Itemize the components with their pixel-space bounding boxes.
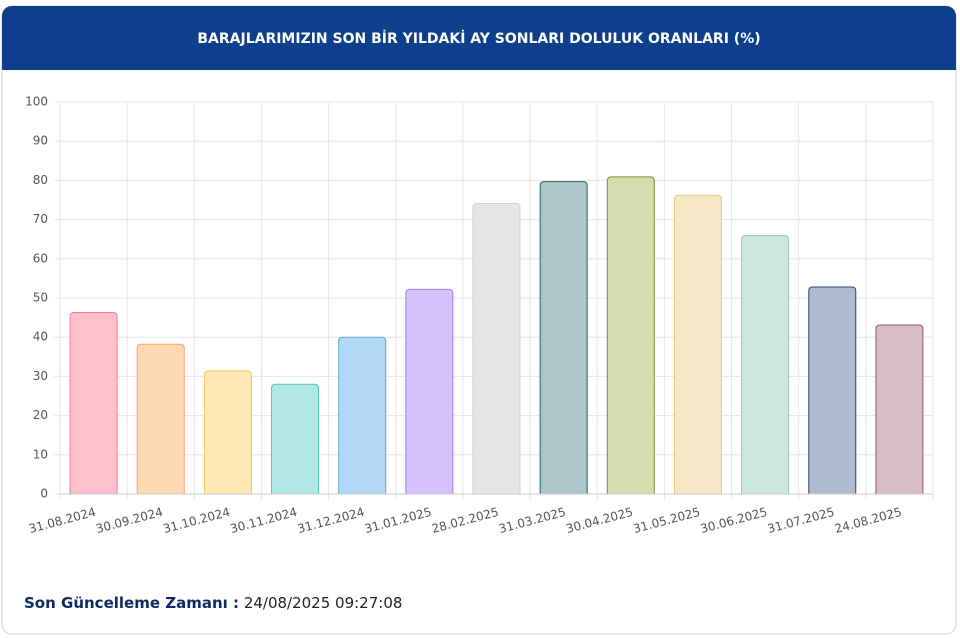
- y-tick-label: 100: [25, 95, 48, 109]
- bar: [472, 203, 521, 494]
- y-tick-label: 90: [33, 134, 48, 148]
- bar: [136, 343, 185, 494]
- bar: [203, 370, 252, 494]
- y-tick-label: 40: [33, 330, 48, 344]
- bar: [606, 176, 655, 494]
- y-tick-label: 70: [33, 212, 48, 226]
- footer-value: 24/08/2025 09:27:08: [244, 594, 403, 612]
- bar: [539, 181, 588, 494]
- y-tick-label: 60: [33, 251, 48, 265]
- y-tick-label: 80: [33, 173, 48, 187]
- chart-title: BARAJLARIMIZIN SON BİR YILDAKİ AY SONLAR…: [197, 30, 760, 47]
- footer: Son Güncelleme Zamanı : 24/08/2025 09:27…: [24, 594, 402, 612]
- bar: [741, 235, 790, 494]
- bar: [338, 336, 387, 494]
- bar: [875, 324, 924, 494]
- y-tick-label: 30: [33, 369, 48, 383]
- footer-label: Son Güncelleme Zamanı :: [24, 594, 239, 612]
- y-tick-label: 10: [33, 447, 48, 461]
- bar: [808, 286, 857, 494]
- bar: [271, 383, 320, 494]
- bar: [69, 312, 118, 494]
- header-bar: [2, 6, 956, 70]
- y-tick-label: 20: [33, 408, 48, 422]
- y-tick-label: 0: [40, 487, 48, 501]
- bar: [673, 194, 722, 494]
- bar: [405, 288, 454, 494]
- y-tick-label: 50: [33, 291, 48, 305]
